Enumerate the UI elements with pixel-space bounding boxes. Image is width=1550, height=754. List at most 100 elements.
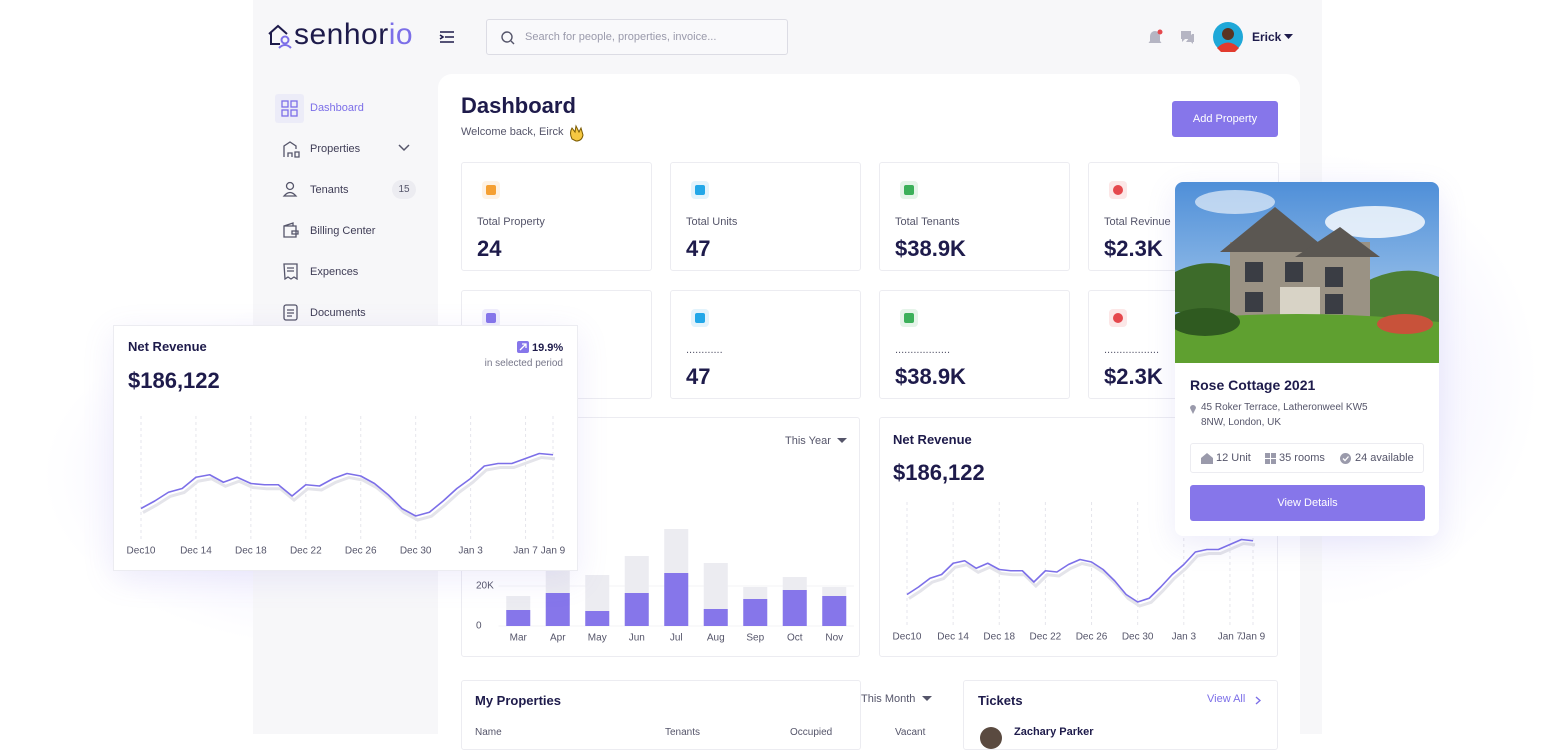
bar — [545, 593, 570, 626]
chat-icon[interactable] — [1178, 28, 1196, 46]
card-title: Tickets — [978, 693, 1023, 708]
nav-item[interactable]: Documents — [310, 307, 366, 319]
line-chart: Dec10 Dec 14 Dec 18 Dec 22 Dec 26 Dec 30 Jan 3… — [893, 502, 1266, 643]
welcome-text: Welcome back, Eirck — [461, 126, 564, 138]
x-tick-label: Dec 30 — [400, 546, 432, 557]
x-tick-label: Jan 7 — [1218, 632, 1243, 643]
stat-icon-dot — [1113, 313, 1123, 323]
period-select[interactable]: This Month — [861, 693, 916, 705]
x-tick-label: Dec10 — [127, 546, 156, 557]
search-box[interactable]: Search for people, properties, invoice..… — [486, 19, 788, 55]
nav-icon — [283, 263, 298, 280]
stat-icon-dot — [904, 313, 914, 323]
bar — [624, 593, 649, 626]
caret — [1284, 34, 1293, 39]
column-header: Name — [475, 727, 502, 738]
period-select[interactable]: This Year — [785, 435, 831, 447]
ticket-avatar — [980, 727, 1002, 749]
brand-part: io — [388, 18, 414, 51]
view-all-link[interactable]: View All — [1207, 693, 1246, 705]
stat-card: Total Property 24 — [461, 162, 652, 271]
features-box: 12 Unit 35 rooms 24 available — [1190, 443, 1424, 473]
nav-item[interactable]: Billing Center — [310, 225, 376, 237]
feature-icon — [1201, 453, 1213, 464]
nav-icon — [282, 181, 298, 197]
stat-value: $2.3K — [1104, 236, 1163, 261]
stat-card: .................. $38.9K — [879, 290, 1070, 399]
x-tick-label: Jan 7 — [513, 546, 538, 557]
x-tick-label: Dec 14 — [180, 546, 212, 557]
property-title: Rose Cottage 2021 — [1190, 377, 1316, 393]
chart-total: $186,122 — [128, 368, 220, 393]
stat-label: Total Revinue — [1104, 216, 1171, 228]
pin-icon — [1190, 405, 1196, 414]
property-card: Rose Cottage 2021 45 Roker Terrace, Lath… — [1175, 182, 1439, 536]
stat-value: $38.9K — [895, 364, 966, 389]
x-tick-label: Dec 18 — [235, 546, 267, 557]
column-header: Vacant — [895, 727, 926, 738]
stat-card: Total Tenants $38.9K — [879, 162, 1070, 271]
stat-value: 47 — [686, 364, 711, 389]
x-tick-label: Jan 9 — [541, 546, 566, 557]
bar-chart: 0 20K Mar Apr May Jun Jul Aug Sep Oct Nov — [476, 529, 854, 644]
address-line: 45 Roker Terrace, Latheronweel KW5 — [1201, 402, 1368, 413]
bar — [703, 609, 728, 626]
nav-active-bg — [275, 94, 304, 123]
nav-icon — [283, 304, 298, 321]
x-tick-label: Dec10 — [893, 632, 922, 643]
x-tick-label: Dec 30 — [1122, 632, 1154, 643]
add-property-button[interactable]: Add Property — [1172, 101, 1278, 137]
trend-icon — [517, 341, 529, 353]
ticket-name: Zachary Parker — [1014, 726, 1094, 738]
overlay-chart-card: Net Revenue $186,122 19.9% in selected p… — [113, 325, 578, 571]
chevron — [398, 144, 410, 152]
line-chart: Dec10 Dec 14 Dec 18 Dec 22 Dec 26 Dec 30 Jan 3… — [127, 416, 566, 557]
x-tick-label: Jan 9 — [1241, 632, 1266, 643]
x-tick-label: Jul — [670, 633, 683, 644]
nav-item[interactable]: Expences — [310, 266, 359, 278]
view-details-button[interactable]: View Details — [1190, 485, 1425, 521]
change-value: 19.9% — [532, 342, 564, 354]
bar — [585, 611, 610, 626]
address-line: 8NW, London, UK — [1201, 417, 1282, 428]
wave-emoji — [570, 124, 584, 142]
feature-icon — [1265, 453, 1276, 464]
nav-item[interactable]: Properties — [310, 143, 361, 155]
bar — [743, 599, 768, 626]
line-shadow — [142, 455, 556, 522]
brand: senhorio — [294, 18, 413, 52]
stat-value: $2.3K — [1104, 364, 1163, 389]
menu-toggle[interactable] — [439, 29, 455, 45]
notification-icon[interactable] — [1146, 28, 1164, 46]
caret — [837, 438, 847, 443]
x-tick-label: Apr — [550, 633, 566, 644]
user-name[interactable]: Erick — [1252, 30, 1282, 44]
x-tick-label: Jun — [629, 633, 645, 644]
avatar[interactable] — [1213, 22, 1243, 52]
nav-icon — [283, 141, 300, 158]
x-tick-label: Dec 26 — [345, 546, 377, 557]
x-tick-label: Sep — [746, 633, 764, 644]
bar — [664, 573, 689, 626]
y-tick-label: 0 — [476, 621, 482, 632]
line — [906, 538, 1254, 603]
stat-label: .................. — [895, 344, 951, 356]
stat-icon-dot — [695, 313, 705, 323]
stat-card: Total Units 47 — [670, 162, 861, 271]
nav-item[interactable]: Tenants — [310, 184, 349, 196]
page: senhorio Search for people, properties, … — [40, 18, 1540, 750]
search-icon — [501, 31, 515, 45]
stat-label: .................. — [1104, 344, 1160, 356]
stat-label: ............ — [686, 344, 723, 356]
stat-icon-dot — [486, 185, 496, 195]
x-tick-label: May — [588, 633, 607, 644]
line — [140, 452, 554, 517]
x-tick-label: Oct — [787, 633, 803, 644]
column-header: Tenants — [665, 727, 701, 738]
nav-item[interactable]: Dashboard — [310, 102, 364, 114]
tickets-card: Tickets View All Zachary Parker — [963, 680, 1278, 750]
caret — [922, 696, 932, 701]
stat-label: Total Tenants — [895, 216, 960, 228]
stat-label: Total Property — [477, 216, 545, 228]
chart-total: $186,122 — [893, 460, 985, 485]
